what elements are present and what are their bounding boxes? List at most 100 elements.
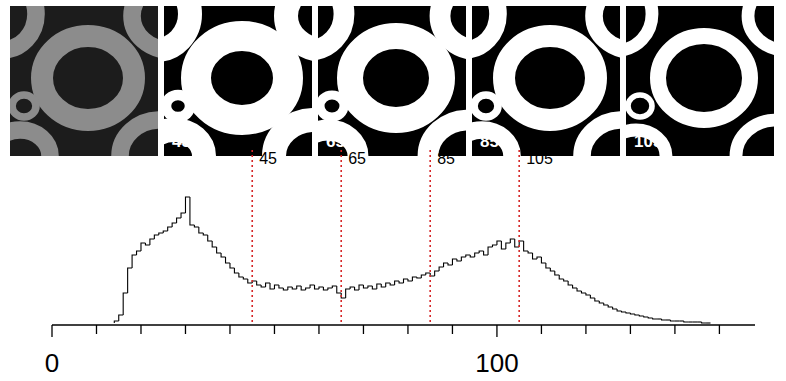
x-tick: [452, 325, 453, 334]
histogram-bin: [306, 288, 310, 290]
histogram-bin: [564, 279, 568, 281]
histogram-bin: [141, 243, 145, 251]
histogram-bin: [550, 268, 554, 271]
cell-ring: [10, 130, 50, 156]
cell-ring: [164, 6, 190, 50]
cell-ring: [626, 130, 666, 156]
panel-label: 85: [480, 132, 499, 151]
histogram-bin: [194, 225, 198, 227]
histogram-bin: [159, 233, 163, 235]
histogram-bin: [697, 321, 701, 322]
histogram-bin: [444, 263, 448, 267]
x-tick: [51, 325, 52, 337]
histogram-bin: [613, 307, 617, 309]
histogram-bin: [234, 268, 238, 273]
cell-ring: [132, 6, 158, 50]
histogram-bin: [319, 287, 323, 289]
cell-ring: [474, 95, 498, 117]
x-tick: [630, 325, 631, 334]
cell-ring: [626, 6, 652, 50]
histogram-bin: [568, 281, 572, 285]
threshold-label: 85: [437, 150, 455, 167]
histogram-bin: [199, 227, 203, 233]
x-tick: [318, 325, 319, 334]
histogram-bin: [670, 320, 674, 321]
histogram-bin: [501, 241, 505, 249]
image-panels: 45 65 85 105: [0, 0, 786, 192]
histogram-bin: [573, 285, 577, 288]
cell-ring: [748, 6, 774, 50]
histogram-bin: [648, 317, 652, 318]
histogram-bin: [497, 241, 501, 245]
image: [626, 6, 774, 156]
histogram-bin: [350, 287, 354, 289]
x-tick: [674, 325, 675, 334]
histogram-bin: [688, 321, 692, 322]
cell-ring: [440, 6, 466, 50]
histogram-bin: [421, 275, 425, 278]
histogram-bin: [168, 227, 172, 231]
histogram-bin: [301, 286, 305, 290]
cell-ring: [428, 120, 466, 156]
cell-ring: [286, 6, 312, 50]
threshold-label: 45: [259, 150, 277, 167]
histogram-bin: [439, 267, 443, 271]
histogram-bin: [404, 279, 408, 283]
panel-label: 105: [634, 132, 662, 151]
histogram-bin: [528, 251, 532, 253]
histogram-bin: [132, 255, 136, 268]
threshold-label: 105: [526, 150, 553, 167]
image-panel: 105: [584, 0, 786, 192]
histogram-bin: [479, 251, 483, 253]
histogram-bin: [297, 286, 301, 289]
cell-ring: [472, 6, 498, 50]
histogram-bin: [617, 309, 621, 311]
histogram-bin: [368, 286, 372, 288]
histogram-bin: [212, 241, 216, 247]
histogram-bin: [644, 316, 648, 317]
histogram-bin: [270, 283, 274, 289]
histogram-bin: [492, 245, 496, 247]
x-tick: [407, 325, 408, 334]
histogram-bin: [292, 287, 296, 289]
threshold-line: [340, 150, 342, 325]
histogram-bin: [684, 321, 688, 322]
histogram-bin: [586, 293, 590, 295]
cell-ring: [472, 130, 512, 156]
x-tick: [140, 325, 141, 334]
histogram-bin: [381, 284, 385, 287]
x-tick: [496, 325, 497, 337]
histogram-bin: [608, 305, 612, 307]
threshold-line: [429, 150, 431, 325]
histogram-bin: [163, 231, 167, 233]
histogram-bin: [604, 303, 608, 305]
x-tick: [96, 325, 97, 334]
histogram-bin: [541, 257, 545, 263]
cell-ring: [10, 6, 36, 50]
histogram-bin: [679, 320, 683, 321]
x-tick-label: 100: [475, 348, 518, 378]
histogram-bin: [435, 271, 439, 276]
histogram-bin: [408, 279, 412, 281]
threshold-label: 65: [348, 150, 366, 167]
histogram-bin: [328, 288, 332, 290]
histogram-bin: [559, 275, 563, 279]
histogram-bin: [390, 283, 394, 285]
histogram-bin: [243, 277, 247, 279]
histogram-bin: [203, 233, 207, 235]
histogram-bin: [226, 257, 230, 263]
histogram-bin: [622, 311, 626, 312]
histogram-bin: [274, 285, 278, 289]
histogram-bin: [577, 288, 581, 291]
histogram-bin: [181, 213, 185, 218]
x-tick-label: 0: [45, 348, 59, 378]
panel-label: 65: [326, 132, 345, 151]
x-tick: [719, 325, 720, 334]
cell-ring: [320, 95, 344, 117]
histogram-bin: [257, 281, 261, 285]
x-tick: [363, 325, 364, 334]
x-tick: [274, 325, 275, 334]
cell-ring: [628, 95, 652, 117]
histogram-bin: [639, 315, 643, 316]
cell-ring: [120, 120, 158, 156]
